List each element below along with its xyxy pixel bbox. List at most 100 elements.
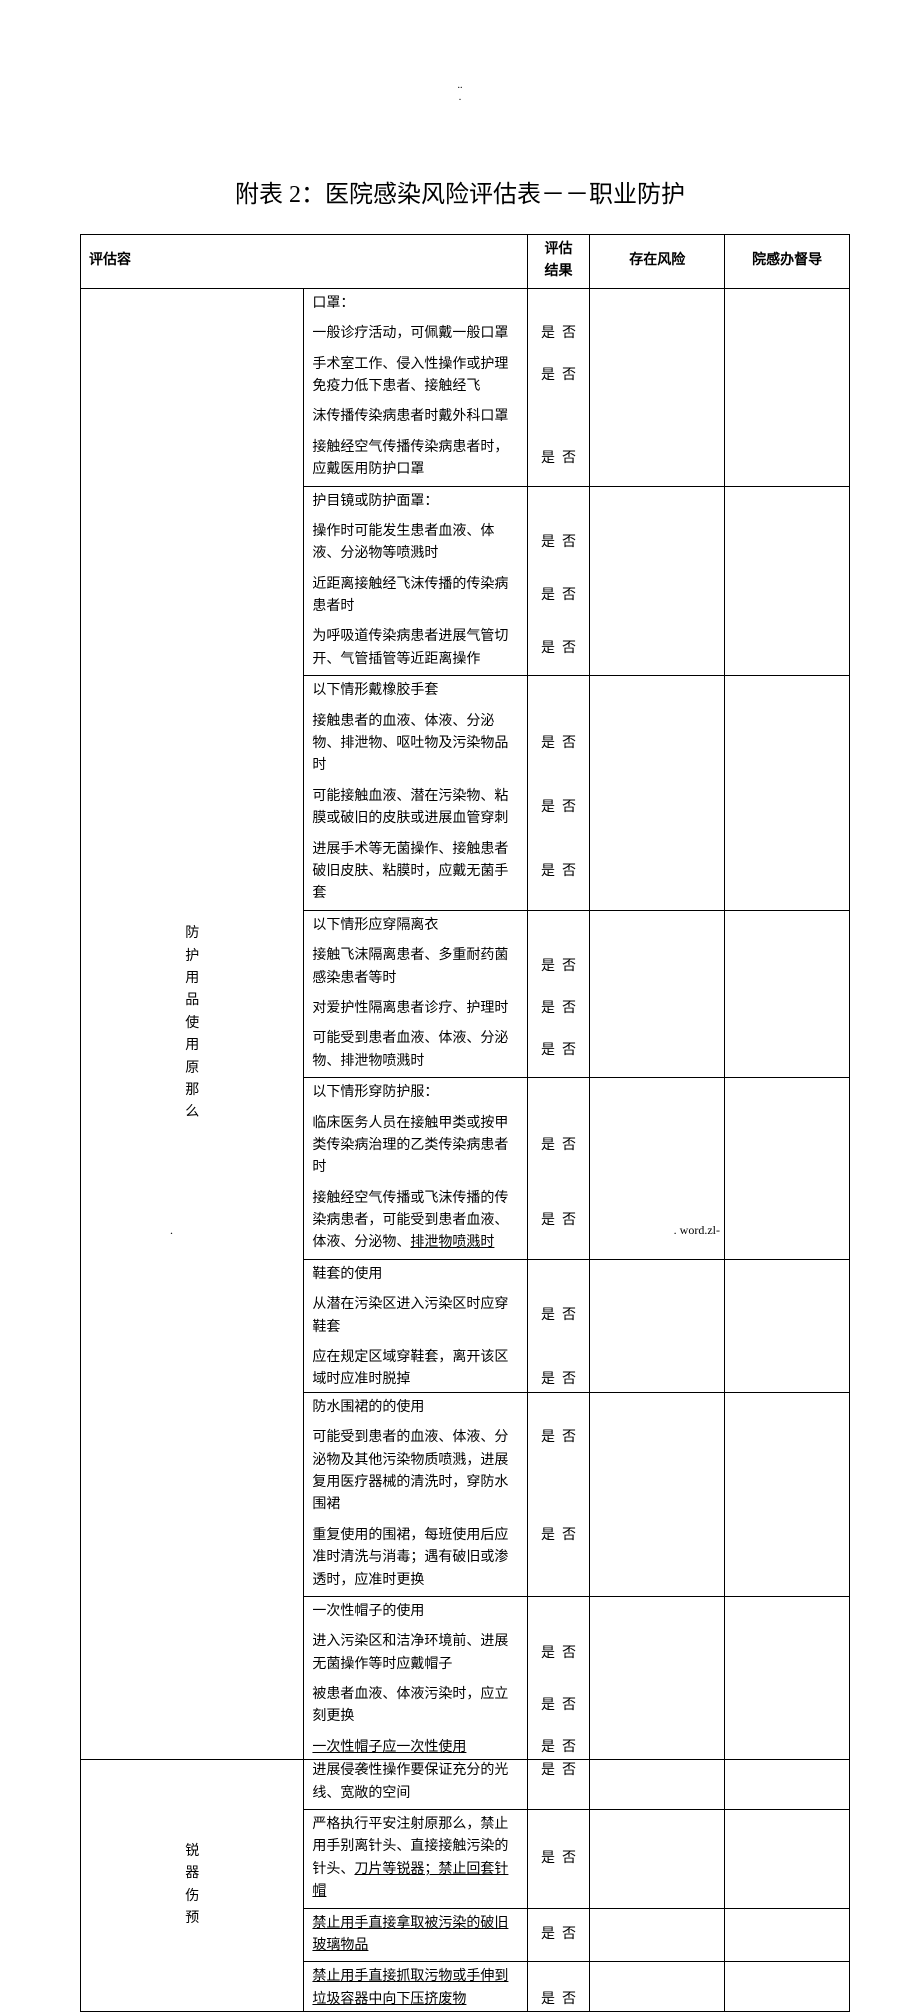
content-cell: 以下情形穿防护服：: [304, 1078, 527, 1109]
risk-cell: [590, 1423, 725, 1521]
result-cell: [527, 486, 589, 517]
content-cell: 以下情形应穿隔离衣: [304, 910, 527, 941]
result-cell: 是 否: [527, 1680, 589, 1733]
content-cell: 从潜在污染区进入污染区时应穿鞋套: [304, 1290, 527, 1343]
header-supervise: 院感办督导: [725, 235, 850, 289]
risk-cell: [590, 402, 725, 432]
category-cell: 锐器伤预: [81, 1760, 304, 2012]
supervise-cell: [725, 350, 850, 403]
table-body: 防护用品使用原那么口罩：一般诊疗活动，可佩戴一般口罩是 否手术室工作、侵入性操作…: [81, 288, 850, 2011]
result-cell: [527, 676, 589, 707]
supervise-cell: [725, 402, 850, 432]
risk-cell: [590, 1184, 725, 1260]
result-cell: 是 否: [527, 1109, 589, 1184]
result-cell: [527, 288, 589, 319]
content-cell: 禁止用手直接抓取污物或手伸到垃圾容器中向下压挤废物: [304, 1962, 527, 2012]
risk-cell: [590, 835, 725, 911]
result-cell: 是 否: [527, 433, 589, 486]
result-cell: 是 否: [527, 1290, 589, 1343]
content-cell: 接触患者的血液、体液、分泌物、排泄物、呕吐物及污染物品时: [304, 707, 527, 782]
supervise-cell: [725, 1392, 850, 1423]
risk-cell: [590, 1521, 725, 1597]
risk-cell: [590, 1596, 725, 1627]
supervise-cell: [725, 1259, 850, 1290]
assessment-table: 评估容 评估 结果 存在风险 院感办督导 防护用品使用原那么口罩：一般诊疗活动，…: [80, 234, 850, 2012]
risk-cell: [590, 676, 725, 707]
supervise-cell: [725, 288, 850, 319]
risk-cell: [590, 1760, 725, 1810]
result-cell: 是 否: [527, 1908, 589, 1962]
result-cell: [527, 1259, 589, 1290]
result-cell: 是 否: [527, 994, 589, 1024]
result-cell: 是 否: [527, 1733, 589, 1760]
risk-cell: [590, 1810, 725, 1909]
table-row: 防护用品使用原那么口罩：: [81, 288, 850, 319]
content-cell: 被患者血液、体液污染时，应立刻更换: [304, 1680, 527, 1733]
risk-cell: [590, 1343, 725, 1392]
result-cell: 是 否: [527, 1343, 589, 1392]
result-cell: 是 否: [527, 782, 589, 835]
risk-cell: [590, 1109, 725, 1184]
content-cell: 以下情形戴橡胶手套: [304, 676, 527, 707]
result-cell: 是 否: [527, 622, 589, 675]
supervise-cell: [725, 1078, 850, 1109]
result-cell: 是 否: [527, 570, 589, 623]
risk-cell: [590, 941, 725, 994]
header-marks: .. .: [0, 0, 920, 104]
supervise-cell: [725, 1024, 850, 1077]
content-cell: 临床医务人员在接触甲类或按甲类传染病治理的乙类传染病患者时: [304, 1109, 527, 1184]
risk-cell: [590, 319, 725, 349]
result-cell: [527, 402, 589, 432]
risk-cell: [590, 486, 725, 517]
content-cell: 口罩：: [304, 288, 527, 319]
result-cell: 是 否: [527, 350, 589, 403]
risk-cell: [590, 1627, 725, 1680]
supervise-cell: [725, 1290, 850, 1343]
risk-cell: [590, 1078, 725, 1109]
content-cell: 进展手术等无菌操作、接触患者破旧皮肤、粘膜时，应戴无菌手套: [304, 835, 527, 911]
footer-right: . word.zl-: [674, 1223, 720, 1238]
risk-cell: [590, 433, 725, 486]
supervise-cell: [725, 1343, 850, 1392]
supervise-cell: [725, 1962, 850, 2012]
content-cell: 接触经空气传播传染病患者时，应戴医用防护口罩: [304, 433, 527, 486]
supervise-cell: [725, 941, 850, 994]
table-header-row: 评估容 评估 结果 存在风险 院感办督导: [81, 235, 850, 289]
supervise-cell: [725, 433, 850, 486]
content-cell: 可能受到患者的血液、体液、分泌物及其他污染物质喷溅，进展复用医疗器械的清洗时，穿…: [304, 1423, 527, 1521]
content-cell: 接触经空气传播或飞沫传播的传染病患者，可能受到患者血液、体液、分泌物、排泄物喷溅…: [304, 1184, 527, 1260]
supervise-cell: [725, 835, 850, 911]
content-cell: 一次性帽子的使用: [304, 1596, 527, 1627]
result-cell: [527, 910, 589, 941]
result-cell: 是 否: [527, 1521, 589, 1597]
result-cell: [527, 1078, 589, 1109]
content-cell: 近距离接触经飞沫传播的传染病患者时: [304, 570, 527, 623]
content-cell: 对爱护性隔离患者诊疗、护理时: [304, 994, 527, 1024]
risk-cell: [590, 517, 725, 570]
content-cell: 进入污染区和洁净环境前、进展无菌操作等时应戴帽子: [304, 1627, 527, 1680]
risk-cell: [590, 1962, 725, 2012]
risk-cell: [590, 782, 725, 835]
result-cell: 是 否: [527, 1627, 589, 1680]
content-cell: 进展侵袭性操作要保证充分的光线、宽敞的空间: [304, 1760, 527, 1810]
result-cell: [527, 1392, 589, 1423]
result-cell: [527, 1596, 589, 1627]
supervise-cell: [725, 1596, 850, 1627]
supervise-cell: [725, 486, 850, 517]
supervise-cell: [725, 782, 850, 835]
risk-cell: [590, 350, 725, 403]
content-cell: 沫传播传染病患者时戴外科口罩: [304, 402, 527, 432]
content-cell: 禁止用手直接拿取被污染的破旧玻璃物品: [304, 1908, 527, 1962]
content-cell: 应在规定区域穿鞋套，离开该区域时应准时脱掉: [304, 1343, 527, 1392]
result-cell: 是 否: [527, 1184, 589, 1260]
result-cell: 是 否: [527, 707, 589, 782]
result-cell: 是 否: [527, 1962, 589, 2012]
risk-cell: [590, 1680, 725, 1733]
content-cell: 严格执行平安注射原那么，禁止用手别离针头、直接接触污染的针头、刀片等锐器；禁止回…: [304, 1810, 527, 1909]
risk-cell: [590, 1733, 725, 1760]
result-cell: 是 否: [527, 517, 589, 570]
supervise-cell: [725, 1627, 850, 1680]
risk-cell: [590, 622, 725, 675]
risk-cell: [590, 1908, 725, 1962]
header-risk: 存在风险: [590, 235, 725, 289]
